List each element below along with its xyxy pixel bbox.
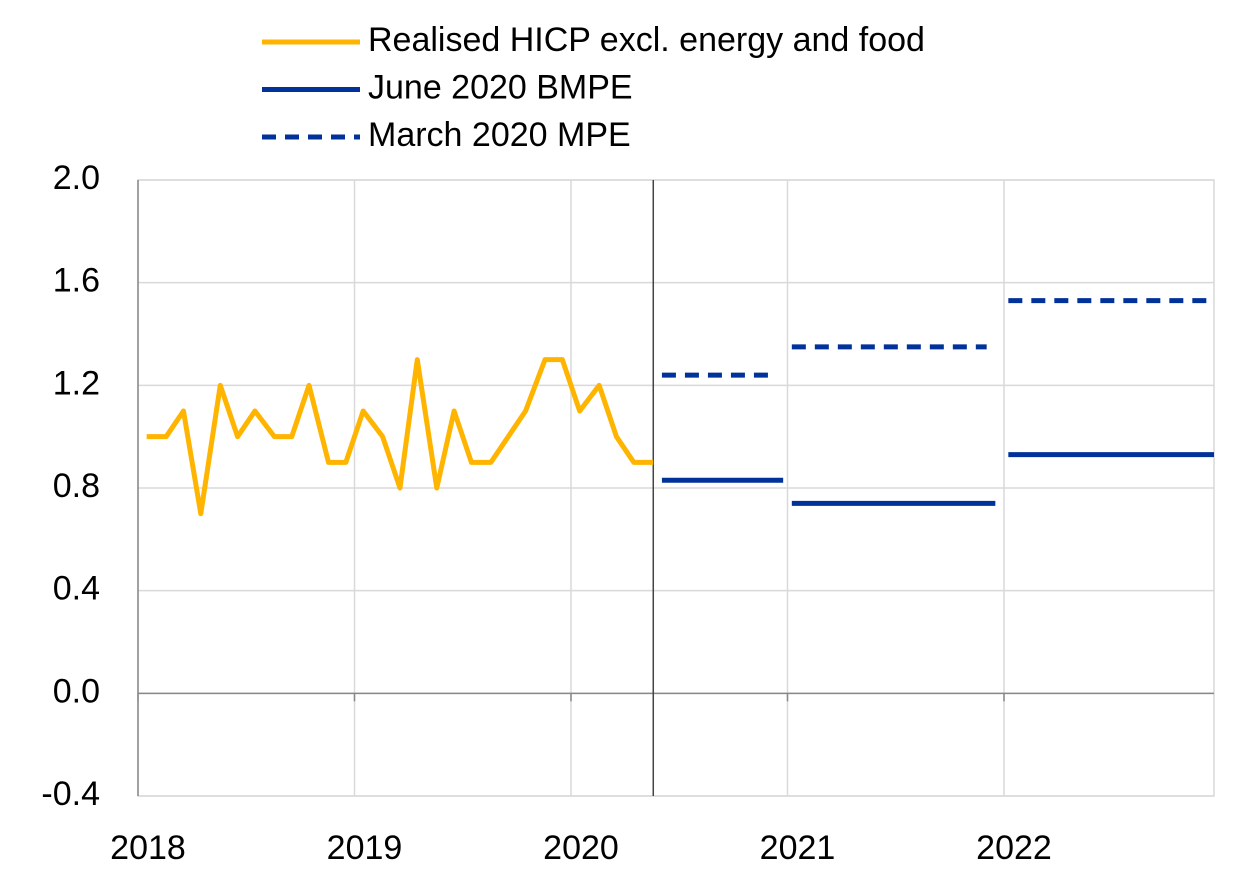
y-tick-label: -0.4 xyxy=(41,775,100,813)
data-line xyxy=(146,357,654,517)
x-tick-label: 2019 xyxy=(327,829,403,867)
y-tick-label: 0.8 xyxy=(53,467,100,505)
legend-label: Realised HICP excl. energy and food xyxy=(368,21,925,59)
x-tick-label: 2022 xyxy=(976,829,1052,867)
x-tick-label: 2020 xyxy=(543,829,619,867)
y-tick-label: 1.6 xyxy=(53,262,100,300)
x-tick-label: 2018 xyxy=(110,829,186,867)
y-tick-label: 0.0 xyxy=(53,672,100,710)
y-tick-label: 0.4 xyxy=(53,570,100,608)
y-tick-label: 2.0 xyxy=(53,159,100,197)
legend-label: March 2020 MPE xyxy=(368,116,631,154)
x-tick-label: 2021 xyxy=(760,829,836,867)
y-tick-label: 1.2 xyxy=(53,364,100,402)
legend-label: June 2020 BMPE xyxy=(368,68,633,106)
